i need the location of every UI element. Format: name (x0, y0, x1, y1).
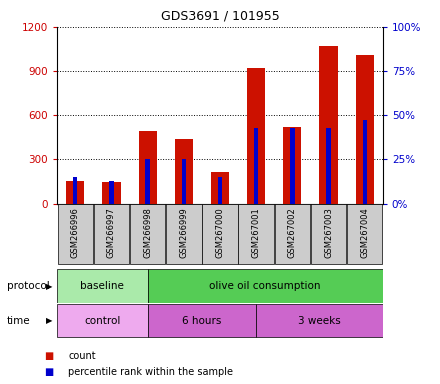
Text: time: time (7, 316, 30, 326)
FancyBboxPatch shape (148, 304, 256, 337)
Text: GSM267000: GSM267000 (216, 208, 224, 258)
Text: 3 weeks: 3 weeks (298, 316, 341, 326)
Bar (254, 127, 258, 204)
FancyBboxPatch shape (58, 204, 93, 264)
Text: GSM266997: GSM266997 (107, 208, 116, 258)
Bar (73, 177, 77, 204)
Bar (66, 181, 84, 204)
Text: count: count (68, 351, 96, 361)
Bar (182, 159, 186, 204)
Text: GSM266998: GSM266998 (143, 208, 152, 258)
Text: ■: ■ (44, 367, 53, 377)
Text: control: control (84, 316, 121, 326)
FancyBboxPatch shape (238, 204, 274, 264)
Text: GDS3691 / 101955: GDS3691 / 101955 (161, 10, 279, 23)
Bar (103, 182, 121, 204)
Text: GSM266999: GSM266999 (180, 208, 188, 258)
FancyBboxPatch shape (94, 204, 129, 264)
FancyBboxPatch shape (57, 270, 148, 303)
FancyBboxPatch shape (202, 204, 238, 264)
Text: 6 hours: 6 hours (182, 316, 222, 326)
FancyBboxPatch shape (347, 204, 382, 264)
FancyBboxPatch shape (256, 304, 383, 337)
Text: ■: ■ (44, 351, 53, 361)
FancyBboxPatch shape (311, 204, 346, 264)
Bar (218, 177, 222, 204)
Text: GSM267003: GSM267003 (324, 208, 333, 258)
Text: olive oil consumption: olive oil consumption (209, 281, 321, 291)
Text: ▶: ▶ (46, 316, 53, 325)
Bar (319, 46, 337, 204)
Text: ▶: ▶ (46, 281, 53, 291)
Bar (146, 159, 150, 204)
Bar (247, 68, 265, 204)
FancyBboxPatch shape (57, 304, 148, 337)
FancyBboxPatch shape (166, 204, 202, 264)
Text: GSM267004: GSM267004 (360, 208, 369, 258)
Bar (139, 131, 157, 204)
Text: protocol: protocol (7, 281, 49, 291)
Bar (326, 127, 331, 204)
Bar (109, 180, 114, 204)
Bar (363, 121, 367, 204)
Text: GSM267002: GSM267002 (288, 208, 297, 258)
FancyBboxPatch shape (130, 204, 165, 264)
FancyBboxPatch shape (148, 270, 383, 303)
Text: baseline: baseline (81, 281, 125, 291)
Bar (356, 55, 374, 204)
Bar (211, 172, 229, 204)
FancyBboxPatch shape (275, 204, 310, 264)
Text: GSM267001: GSM267001 (252, 208, 260, 258)
Text: GSM266996: GSM266996 (71, 208, 80, 258)
Text: percentile rank within the sample: percentile rank within the sample (68, 367, 233, 377)
Bar (290, 127, 294, 204)
Bar (175, 139, 193, 204)
Bar (283, 127, 301, 204)
